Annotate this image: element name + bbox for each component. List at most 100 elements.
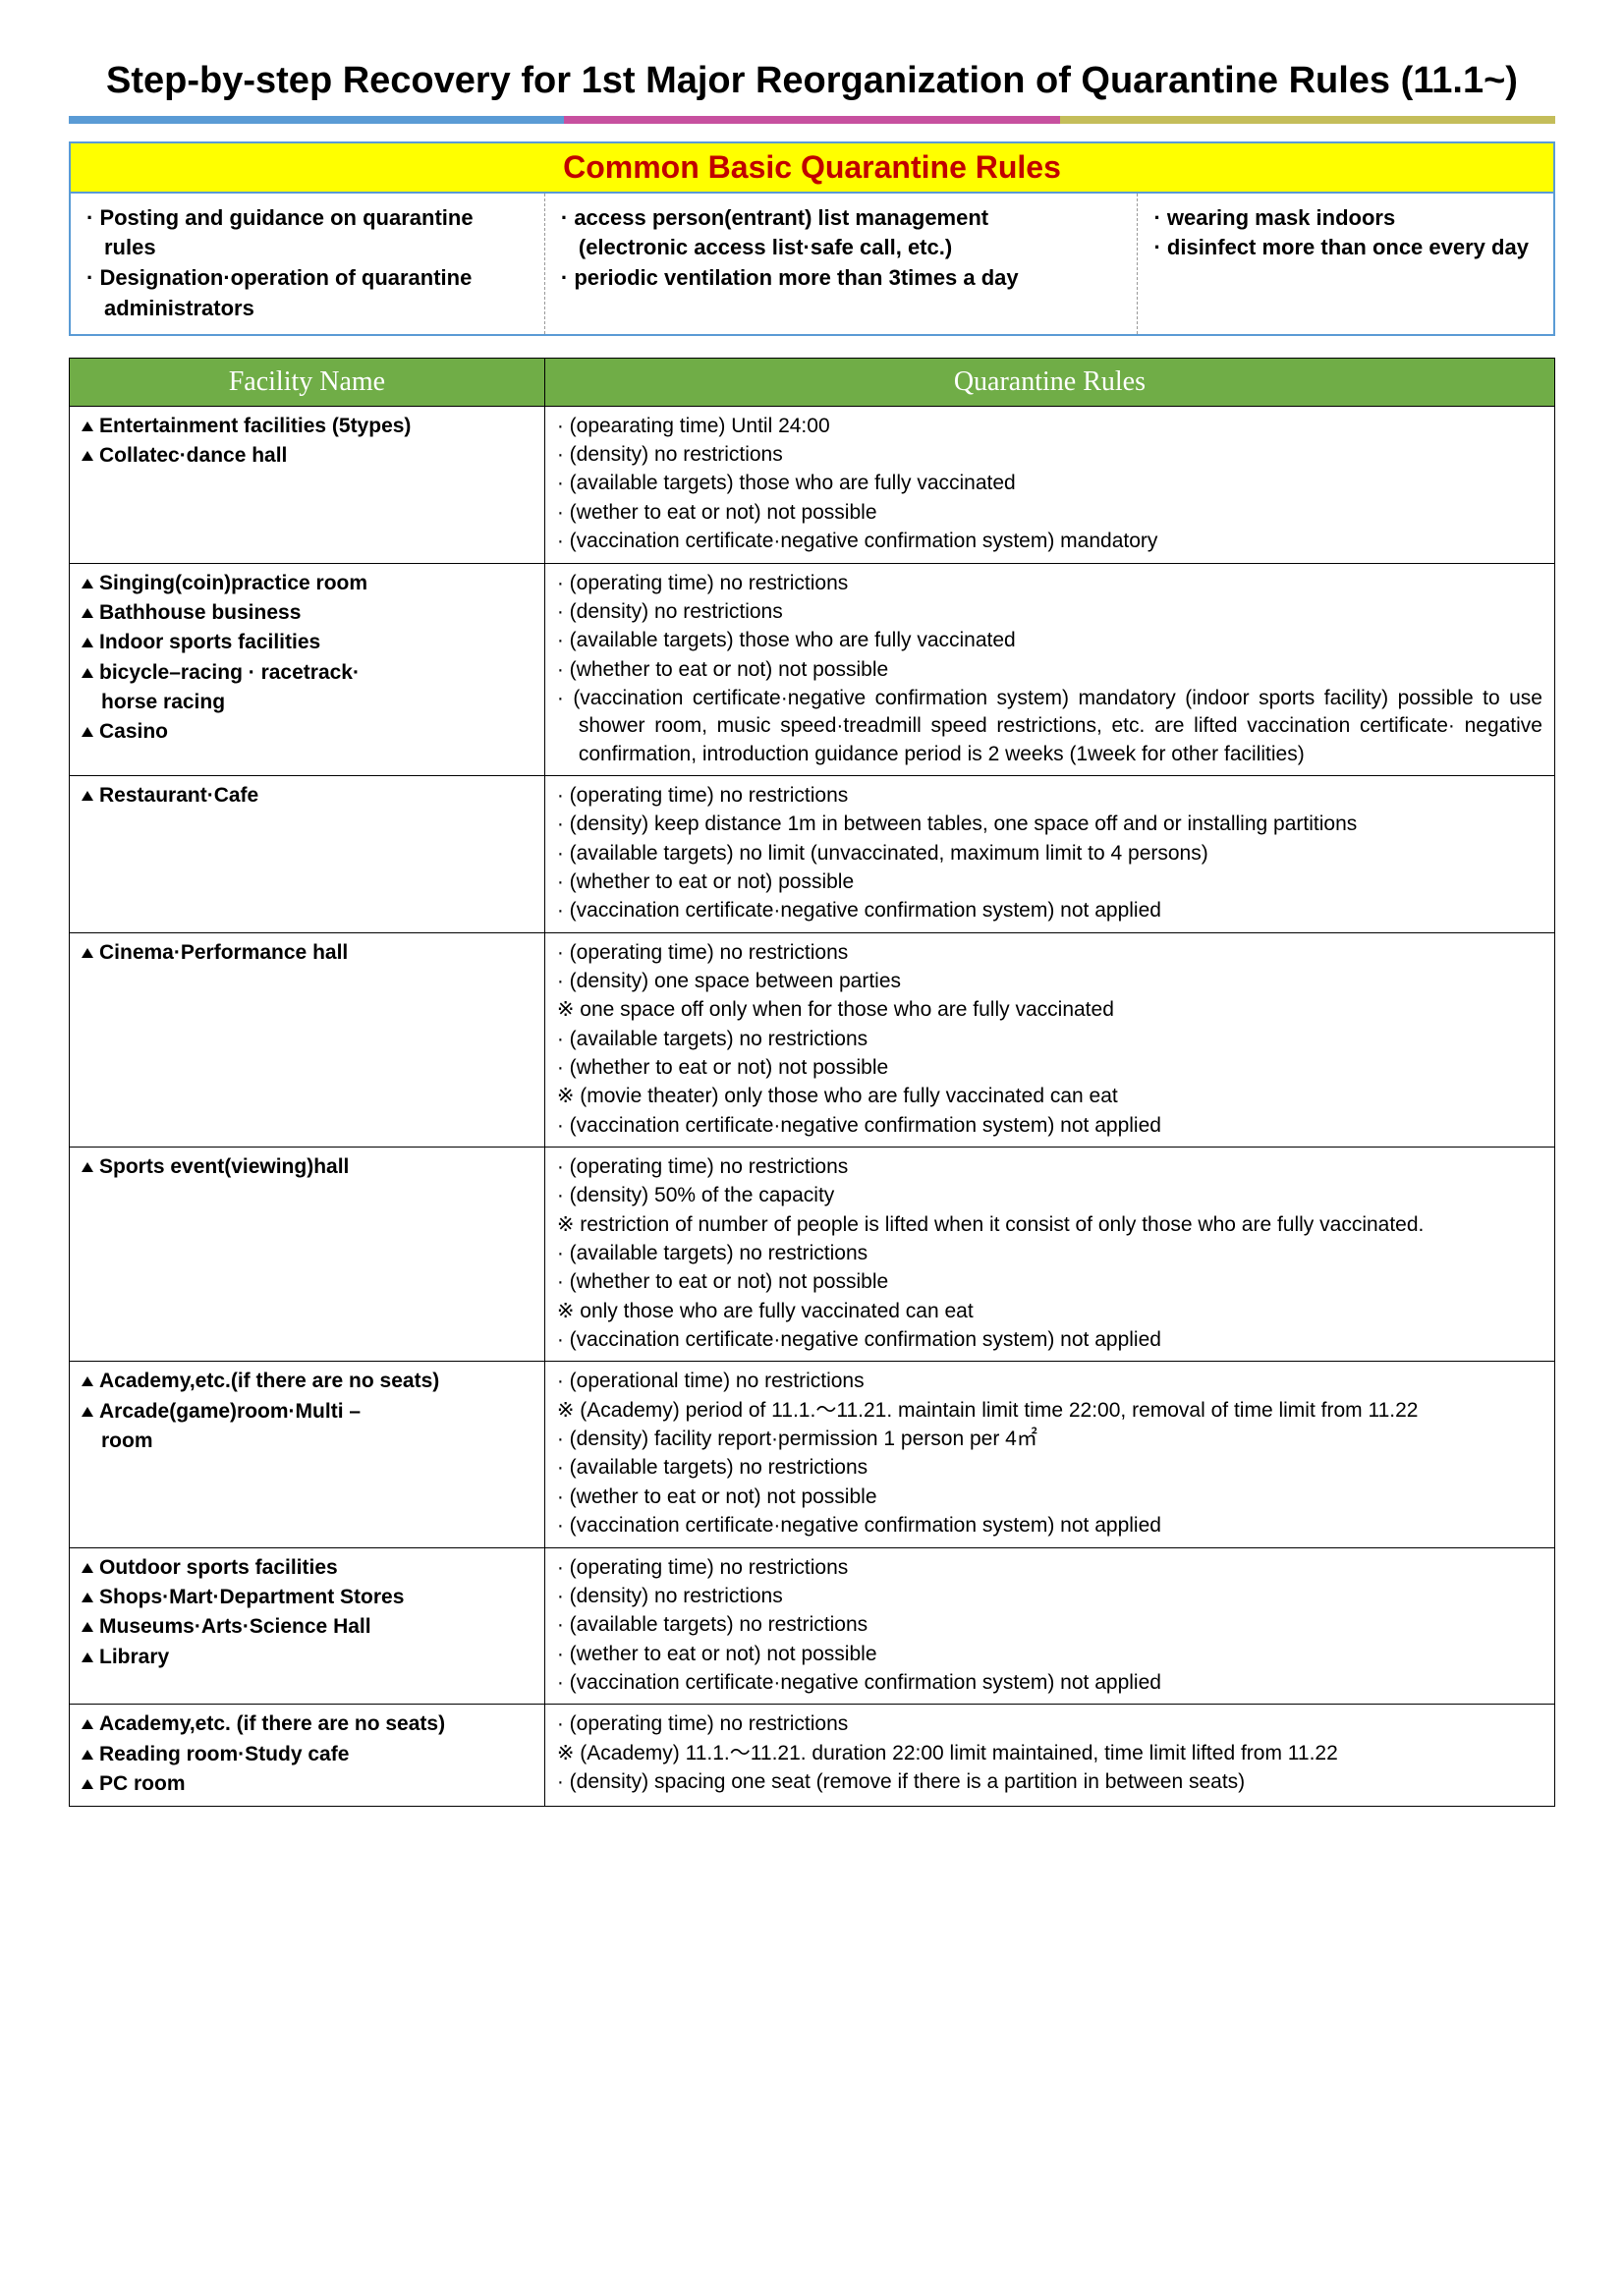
rules-cell: · (operating time) no restrictions· (den… [544,563,1554,775]
rule-line: ※ one space off only when for those who … [557,996,1542,1024]
table-row: Sports event(viewing)hall · (operating ti… [70,1148,1555,1362]
triangle-icon [82,1376,93,1386]
facility-item: Entertainment facilities (5types) [82,413,532,440]
rule-line: · (density) no restrictions [557,598,1542,626]
rule-line: ※ only those who are fully vaccinated ca… [557,1298,1542,1325]
rule-line: ※ (Academy) 11.1.～11.21. duration 22:00 … [557,1740,1542,1767]
common-col-2: · access person(entrant) list management… [545,194,1139,334]
triangle-icon [82,1779,93,1789]
rules-tbody: Entertainment facilities (5types)Collate… [70,406,1555,1806]
rule-line: · (density) one space between parties [557,968,1542,995]
common-rules-body: · Posting and guidance on quarantine rul… [71,194,1553,334]
facility-item: Library [82,1644,532,1671]
triangle-icon [82,451,93,461]
rule-line: · (vaccination certificate·negative conf… [557,1326,1542,1354]
rule-line: · (operating time) no restrictions [557,1554,1542,1582]
facility-cell: Cinema·Performance hall [70,932,545,1147]
rule-line: · (available targets) no restrictions [557,1026,1542,1053]
facility-item: Outdoor sports facilities [82,1554,532,1582]
accent-segment [1060,116,1555,124]
facility-item: Collatec·dance hall [82,442,532,470]
facility-item: Bathhouse business [82,599,532,627]
triangle-icon [82,1162,93,1172]
rule-line: · (vaccination certificate·negative conf… [557,1112,1542,1140]
table-row: Academy,etc.(if there are no seats)Arcad… [70,1362,1555,1547]
rule-line: · (operating time) no restrictions [557,1710,1542,1738]
table-row: Entertainment facilities (5types)Collate… [70,406,1555,563]
rule-line: · (available targets) those who are full… [557,627,1542,654]
accent-bar [69,116,1555,124]
facility-item: Casino [82,718,532,746]
facility-item: Cinema·Performance hall [82,939,532,967]
rules-cell: · (operating time) no restrictions· (den… [544,775,1554,932]
rule-line: · (operational time) no restrictions [557,1368,1542,1395]
table-row: Restaurant·Cafe· (operating time) no res… [70,775,1555,932]
facility-item: Sports event(viewing)hall [82,1153,532,1181]
rule-line: · (vaccination certificate·negative conf… [557,1669,1542,1697]
triangle-icon [82,668,93,678]
rule-line: · (whether to eat or not) not possible [557,1268,1542,1296]
common-col-3: · wearing mask indoors· disinfect more t… [1138,194,1553,334]
common-rule-line: · wearing mask indoors [1153,203,1538,234]
table-row: Cinema·Performance hall · (operating time… [70,932,1555,1147]
th-rules: Quarantine Rules [544,358,1554,406]
common-rule-line: · Designation·operation of quarantine ad… [86,263,529,324]
rule-line: · (vaccination certificate·negative conf… [557,1512,1542,1540]
rule-line: · (operating time) no restrictions [557,939,1542,967]
rule-line: · (operating time) no restrictions [557,570,1542,597]
rule-line: · (vaccination certificate·negative conf… [557,685,1542,768]
facility-cell: Outdoor sports facilitiesShops·Mart·Depa… [70,1547,545,1705]
facility-item: room [82,1428,532,1455]
common-rule-line: (electronic access list·safe call, etc.) [561,233,1122,263]
rule-line: · (available targets) no restrictions [557,1240,1542,1267]
rule-line: · (available targets) no restrictions [557,1454,1542,1482]
facility-item: Reading room·Study cafe [82,1741,532,1768]
rule-line: · (operating time) no restrictions [557,782,1542,810]
common-rules-header: Common Basic Quarantine Rules [71,143,1553,194]
triangle-icon [82,1750,93,1760]
triangle-icon [82,1563,93,1573]
rule-line: · (available targets) no limit (unvaccin… [557,840,1542,868]
rules-cell: · (operational time) no restrictions※ (A… [544,1362,1554,1547]
rules-cell: · (operating time) no restrictions※ (Aca… [544,1705,1554,1807]
rule-line: · (operating time) no restrictions [557,1153,1542,1181]
common-rule-line: · periodic ventilation more than 3times … [561,263,1122,294]
rule-line: · (density) no restrictions [557,1583,1542,1610]
triangle-icon [82,1622,93,1632]
triangle-icon [82,1407,93,1417]
rule-line: ※ restriction of number of people is lif… [557,1211,1542,1239]
th-facility: Facility Name [70,358,545,406]
facility-item: Indoor sports facilities [82,629,532,656]
rule-line: · (available targets) no restrictions [557,1611,1542,1639]
rule-line: ※ (Academy) period of 11.1.～11.21. maint… [557,1397,1542,1425]
facility-item: Shops·Mart·Department Stores [82,1584,532,1611]
common-rule-line: · disinfect more than once every day [1153,233,1538,263]
rules-cell: · (operating time) no restrictions· (den… [544,1547,1554,1705]
accent-segment [69,116,564,124]
facility-item: Museums·Arts·Science Hall [82,1613,532,1641]
triangle-icon [82,1593,93,1602]
rule-line: · (density) facility report·permission 1… [557,1426,1542,1453]
rules-cell: · (opearating time) Until 24:00· (densit… [544,406,1554,563]
table-row: Singing(coin)practice roomBathhouse busi… [70,563,1555,775]
triangle-icon [82,421,93,431]
common-rule-line: · Posting and guidance on quarantine rul… [86,203,529,264]
table-row: Academy,etc. (if there are no seats)Read… [70,1705,1555,1807]
facility-cell: Academy,etc. (if there are no seats)Read… [70,1705,545,1807]
facility-item: Singing(coin)practice room [82,570,532,597]
triangle-icon [82,608,93,618]
rule-line: · (opearating time) Until 24:00 [557,413,1542,440]
triangle-icon [82,638,93,647]
common-col-1: · Posting and guidance on quarantine rul… [71,194,545,334]
rules-table: Facility Name Quarantine Rules Entertain… [69,358,1555,1807]
rule-line: · (vaccination certificate·negative conf… [557,897,1542,924]
table-row: Outdoor sports facilitiesShops·Mart·Depa… [70,1547,1555,1705]
rule-line: · (density) 50% of the capacity [557,1182,1542,1209]
rules-cell: · (operating time) no restrictions· (den… [544,932,1554,1147]
rule-line: · (whether to eat or not) not possible [557,656,1542,684]
triangle-icon [82,791,93,801]
triangle-icon [82,1652,93,1662]
facility-cell: Sports event(viewing)hall [70,1148,545,1362]
rule-line: ※ (movie theater) only those who are ful… [557,1083,1542,1110]
rule-line: · (vaccination certificate·negative conf… [557,528,1542,555]
